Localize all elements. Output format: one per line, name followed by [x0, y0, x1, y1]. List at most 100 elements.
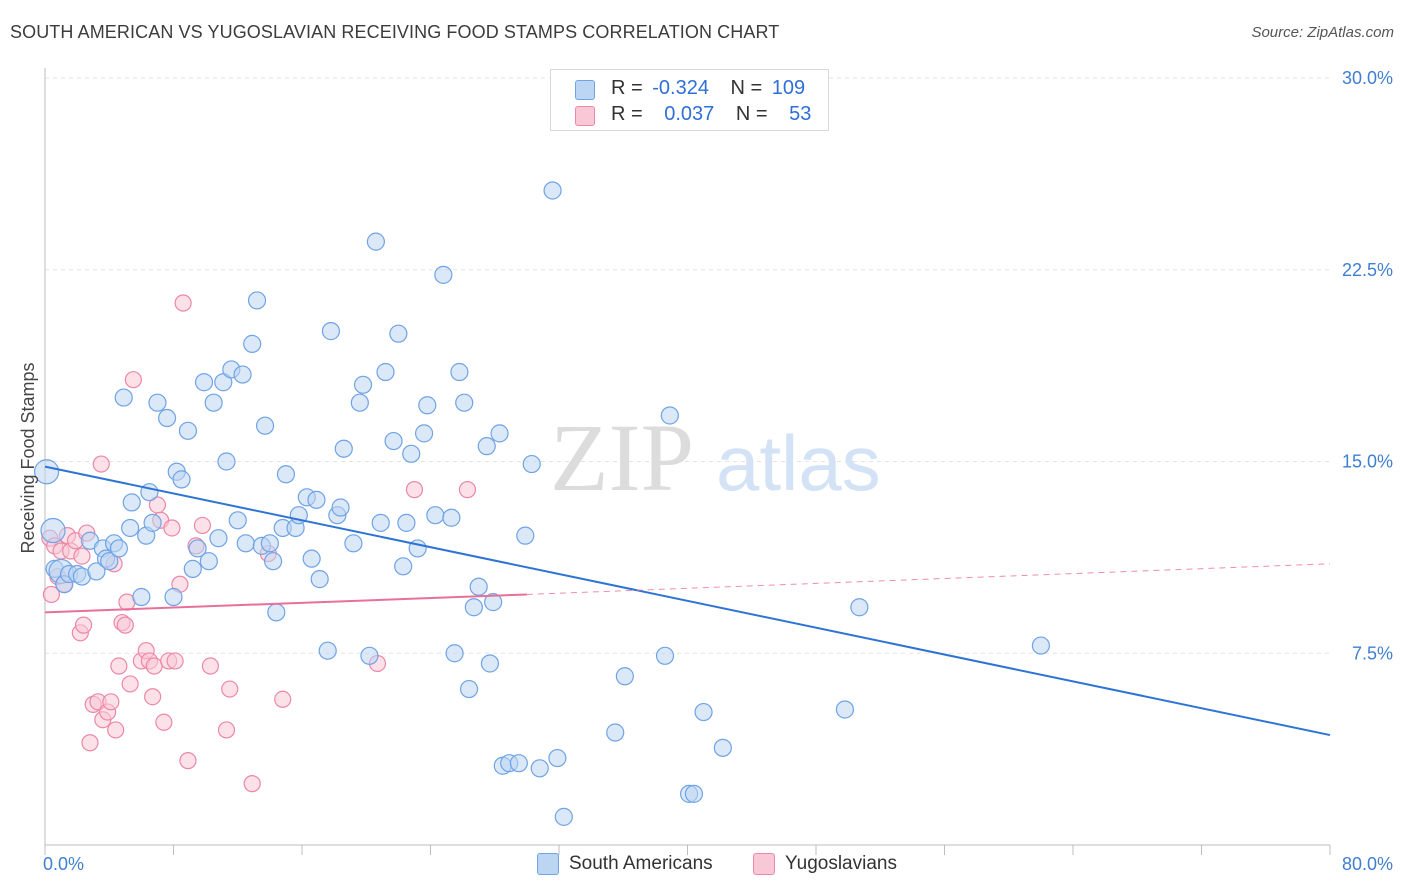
south-american-point — [276, 465, 296, 484]
south-american-point — [172, 470, 191, 489]
south-american-point — [713, 738, 732, 757]
trend-layer — [44, 465, 1331, 737]
label-layer: 7.5% 15.0% 22.5% 30.0% 0.0% 80.0% Receiving Fo… — [18, 68, 1393, 874]
south-american-point — [143, 513, 162, 532]
legend-n-value: 53 — [789, 103, 812, 125]
yugoslavian-point — [81, 734, 99, 752]
legend-r-value: -0.324 — [652, 77, 709, 99]
axes-layer — [44, 68, 1331, 855]
yugoslavian-point — [121, 675, 139, 693]
south-american-point — [450, 362, 469, 382]
bottom-legend-label: Yugoslavians — [785, 853, 897, 874]
south-american-points — [34, 181, 1050, 826]
south-american-point — [371, 513, 390, 532]
yugoslavian-point — [166, 652, 184, 670]
south-american-point — [209, 529, 228, 548]
south-american-point — [188, 539, 207, 558]
south-american-point — [267, 603, 286, 622]
watermark-atlas: atlas — [716, 419, 881, 507]
yugoslavian-point — [405, 481, 424, 499]
south-american-point — [122, 493, 141, 512]
south-american-point — [1031, 636, 1050, 655]
south-american-trend-line — [44, 465, 1331, 737]
legend-swatch-pink — [575, 106, 595, 126]
south-american-point — [459, 679, 479, 699]
yugoslavian-point — [144, 688, 162, 706]
south-american-point — [548, 748, 567, 768]
chart-title: SOUTH AMERICAN VS YUGOSLAVIAN RECEIVING … — [10, 22, 780, 42]
correlation-legend: R = -0.324 N = 109 R = 0.037 N = 53 — [550, 69, 829, 131]
yugoslavian-point — [145, 657, 163, 675]
south-american-point — [509, 754, 528, 773]
south-american-point — [384, 431, 403, 451]
south-american-point — [34, 459, 60, 485]
south-american-point — [484, 593, 503, 612]
south-american-point — [402, 444, 421, 463]
yugoslavian-point — [174, 294, 192, 312]
south-american-point — [344, 534, 363, 553]
south-american-point — [331, 498, 350, 517]
south-american-point — [606, 723, 625, 742]
yugoslavian-point — [243, 775, 261, 793]
x-tick-label: 0.0% — [43, 854, 84, 874]
south-american-point — [109, 539, 128, 558]
south-american-point — [353, 375, 373, 394]
yugoslavian-point — [274, 690, 292, 708]
yugoslavian-point — [124, 371, 142, 389]
south-american-point — [615, 667, 634, 686]
south-american-point — [164, 587, 183, 607]
yugoslavian-trend-extension — [526, 563, 1331, 595]
south-american-point — [660, 406, 679, 425]
south-american-point — [194, 373, 214, 392]
south-american-point — [157, 408, 177, 428]
south-american-point — [217, 452, 236, 471]
yugoslavian-point — [116, 616, 134, 634]
y-tick-label: 22.5% — [1342, 260, 1393, 280]
yugoslavian-point — [42, 585, 61, 604]
south-american-point — [236, 534, 255, 553]
yugoslavian-point — [163, 519, 181, 537]
yugoslavian-point — [73, 547, 91, 565]
south-american-point — [426, 506, 445, 525]
yugoslavian-point — [155, 713, 173, 731]
yugoslavian-point — [458, 481, 477, 499]
y-axis-title: Receiving Food Stamps — [18, 362, 38, 553]
south-american-point — [40, 517, 66, 544]
legend-n-label: N = — [735, 103, 768, 125]
bottom-legend-label: South Americans — [569, 853, 713, 874]
south-american-point — [334, 439, 353, 458]
yugoslavian-point — [217, 721, 236, 739]
south-american-point — [516, 526, 535, 545]
south-american-point — [835, 700, 855, 719]
chart-source: Source: ZipAtlas.com — [1251, 24, 1394, 41]
yugoslavian-point — [92, 455, 110, 473]
south-american-point — [445, 644, 464, 663]
yugoslavian-point — [110, 657, 128, 675]
south-american-point — [350, 393, 369, 412]
south-american-point — [228, 511, 247, 530]
legend-n-label: N = — [730, 77, 763, 99]
y-tick-label: 15.0% — [1342, 452, 1393, 472]
yugoslavian-point — [107, 721, 125, 739]
south-american-point — [100, 552, 119, 571]
south-american-point — [178, 421, 198, 440]
south-american-point — [247, 291, 267, 310]
south-american-point — [204, 393, 223, 412]
south-american-point — [318, 641, 337, 660]
south-american-point — [87, 562, 106, 581]
south-american-point — [543, 181, 562, 200]
south-american-point — [684, 784, 704, 803]
south-american-point — [464, 598, 483, 617]
bottom-legend-swatch-pink — [753, 853, 775, 875]
south-american-point — [214, 373, 233, 392]
south-american-point — [397, 513, 416, 532]
south-american-point — [554, 807, 573, 826]
south-american-point — [148, 393, 167, 412]
south-american-point — [260, 534, 279, 553]
legend-r-label: R = — [611, 77, 643, 99]
x-tick-label: 80.0% — [1342, 854, 1393, 874]
south-american-point — [199, 552, 218, 571]
south-american-point — [480, 654, 500, 673]
y-tick-label: 7.5% — [1352, 643, 1393, 663]
